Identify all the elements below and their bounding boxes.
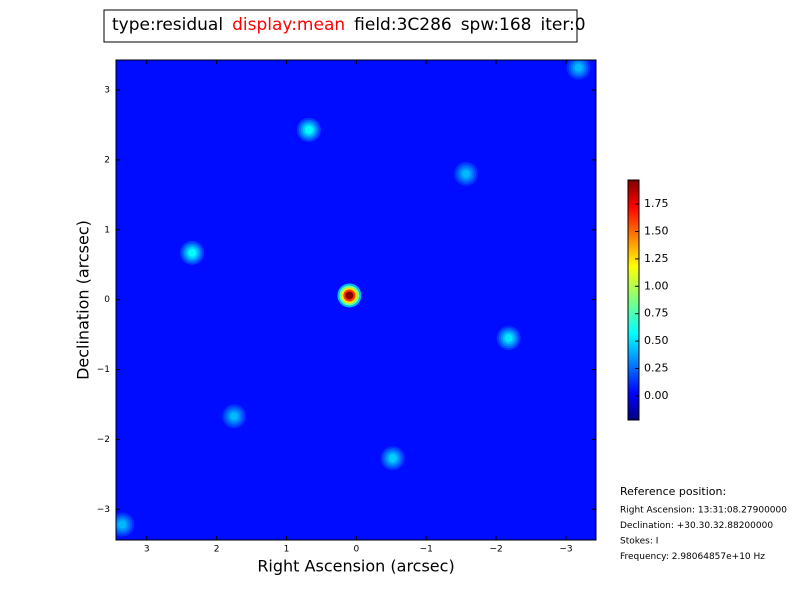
x-tick-label: 1 (284, 545, 290, 555)
y-tick-label: 0 (104, 295, 110, 305)
x-tick-label: 3 (144, 545, 150, 555)
x-tick-label: 0 (353, 545, 359, 555)
colorbar-tick-label: 1.00 (644, 279, 669, 292)
source (566, 60, 591, 80)
source (454, 161, 479, 186)
colorbar-tick-label: 0.00 (644, 389, 669, 402)
reference-line: Frequency: 2.98064857e+10 Hz (620, 552, 765, 562)
reference-line: Declination: +30.30.32.88200000 (620, 521, 773, 531)
title-item: iter:0 (541, 15, 586, 35)
title-item: field:3C286 (354, 15, 452, 35)
y-tick-label: −2 (97, 435, 110, 445)
reference-line: Stokes: I (620, 537, 658, 547)
title-box (103, 9, 578, 43)
source (116, 512, 135, 537)
source-level (304, 125, 313, 134)
source-level (188, 248, 197, 257)
source (296, 117, 321, 142)
source-level (345, 291, 354, 300)
title-item: type:residual (112, 15, 223, 35)
title: type:residual display:mean field:3C286 spw:… (112, 15, 586, 35)
source-level (574, 63, 583, 72)
source-level (504, 334, 513, 343)
colorbar-tick-label: 0.25 (644, 361, 669, 374)
source-level (388, 454, 397, 463)
x-tick-label: −1 (420, 545, 433, 555)
source (496, 326, 521, 351)
colorbar-tick-label: 1.25 (644, 252, 669, 265)
source-level (462, 169, 471, 178)
y-axis-label: Declination (arcsec) (74, 220, 93, 380)
source-level (230, 412, 239, 421)
colorbar (627, 179, 640, 421)
source (222, 404, 247, 429)
title-item: display:mean (232, 15, 345, 35)
colorbar-tick-label: 1.50 (644, 225, 669, 238)
reference-line: Right Ascension: 13:31:08.27900000 (620, 506, 787, 516)
x-tick-label: −2 (489, 545, 502, 555)
y-tick-label: 2 (104, 155, 110, 165)
source (180, 240, 205, 265)
x-tick-label: −3 (559, 545, 572, 555)
y-tick-label: −3 (97, 505, 110, 515)
y-tick-label: 1 (104, 225, 110, 235)
source (337, 283, 362, 308)
x-axis-label: Right Ascension (arcsec) (257, 557, 454, 576)
colorbar-tick-label: 1.75 (644, 197, 669, 210)
reference-heading: Reference position: (620, 485, 726, 498)
source (380, 446, 405, 471)
title-item: spw:168 (461, 15, 532, 35)
y-tick-label: −1 (97, 365, 110, 375)
colorbar-tick-label: 0.75 (644, 307, 669, 320)
image (116, 60, 596, 540)
x-tick-label: 2 (214, 545, 220, 555)
y-tick-label: 3 (104, 86, 110, 96)
colorbar-tick-label: 0.50 (644, 334, 669, 347)
source-level (118, 520, 127, 529)
